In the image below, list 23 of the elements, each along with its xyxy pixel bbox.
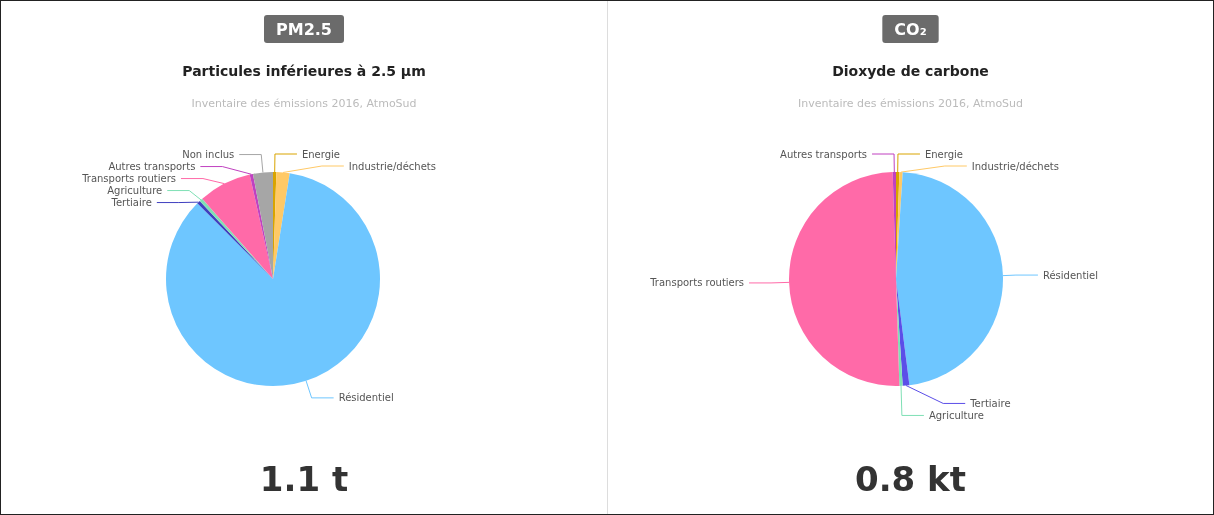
slice-label: Tertiaire: [110, 197, 152, 209]
slice-label: Tertiaire: [969, 397, 1011, 409]
slice-label: Agriculture: [928, 409, 984, 421]
slice-label: Résidentiel: [338, 392, 394, 404]
text: Inventaire des émissions 2016, AtmoSud: [797, 97, 1024, 110]
chart-title: CO₂: [894, 19, 927, 39]
slice-label: Autres transports: [108, 161, 196, 173]
text: 1.1 t: [259, 459, 349, 499]
slice-label: Energie: [301, 148, 340, 160]
slice-label: Non inclus: [182, 149, 235, 161]
slice-label: Industrie/déchets: [348, 160, 436, 172]
slice-label: Agriculture: [107, 185, 163, 197]
slice-label: Résidentiel: [1042, 269, 1099, 281]
slice-label: Industrie/déchets: [971, 160, 1059, 172]
chart-subtitle: Dioxyde de carbone: [832, 63, 989, 79]
slice-label: Transports routiers: [81, 173, 176, 185]
slice-label: Transports routiers: [649, 277, 745, 289]
chart-subtitle: Particules inférieures à 2.5 µm: [182, 63, 426, 79]
chart-title: PM2.5: [276, 19, 332, 39]
slice-label: Autres transports: [780, 148, 868, 160]
slice-label: Energie: [924, 148, 963, 160]
text: Inventaire des émissions 2016, AtmoSud: [191, 97, 417, 110]
text: 0.8 kt: [855, 459, 966, 499]
